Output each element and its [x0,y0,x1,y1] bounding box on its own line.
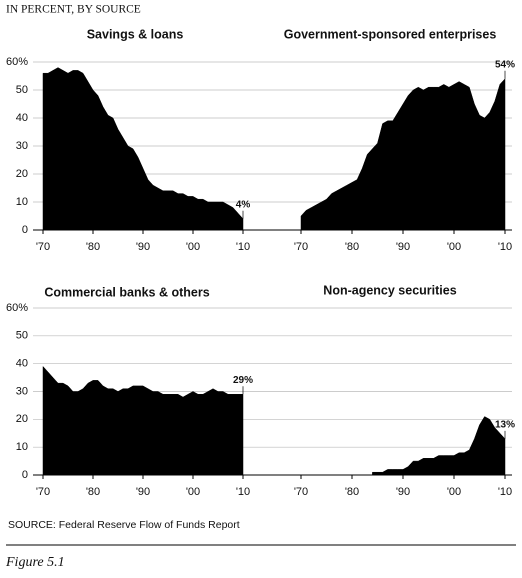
area [300,78,506,231]
x-tick-label: '10 [236,486,250,498]
y-tick-label: 0 [22,469,28,481]
y-tick-label: 40 [16,112,28,124]
y-tick-label: 60% [6,302,28,314]
y-tick-label: 0 [22,224,28,236]
annotation-label: 29% [233,375,253,386]
x-tick-label: '00 [186,241,200,253]
annotation-label: 13% [495,419,515,430]
area [42,365,244,476]
x-tick-label: '80 [86,241,100,253]
source: SOURCE: Federal Reserve Flow of Funds Re… [8,519,240,531]
annotation-label: 4% [236,199,251,210]
subplot-title: Commercial banks & others [44,285,209,299]
y-tick-label: 50 [16,84,28,96]
x-tick-label: '10 [498,241,512,253]
x-tick-label: '00 [186,486,200,498]
x-tick-label: '70 [36,486,50,498]
area [42,67,244,231]
x-tick-label: '80 [345,486,359,498]
y-tick-label: 20 [16,168,28,180]
subplot-title: Savings & loans [87,27,184,41]
y-tick-label: 40 [16,358,28,370]
x-tick-label: '90 [136,241,150,253]
y-tick-label: 60% [6,56,28,68]
subplot-title: Government-sponsored enterprises [284,27,497,41]
x-tick-label: '70 [294,241,308,253]
x-tick-label: '80 [345,241,359,253]
x-tick-label: '10 [236,241,250,253]
y-tick-label: 10 [16,196,28,208]
header: IN PERCENT, BY SOURCE [6,4,141,16]
annotation-label: 54% [495,59,515,70]
y-tick-label: 50 [16,330,28,342]
area [372,416,506,476]
x-tick-label: '00 [447,241,461,253]
x-tick-label: '70 [294,486,308,498]
y-tick-label: 20 [16,413,28,425]
x-tick-label: '70 [36,241,50,253]
x-tick-label: '80 [86,486,100,498]
x-tick-label: '00 [447,486,461,498]
x-tick-label: '90 [396,486,410,498]
y-tick-label: 30 [16,140,28,152]
x-tick-label: '90 [136,486,150,498]
x-tick-label: '10 [498,486,512,498]
subplot-title: Non-agency securities [323,283,456,297]
caption: Figure 5.1 [5,555,65,570]
y-tick-label: 10 [16,441,28,453]
x-tick-label: '90 [396,241,410,253]
y-tick-label: 30 [16,385,28,397]
